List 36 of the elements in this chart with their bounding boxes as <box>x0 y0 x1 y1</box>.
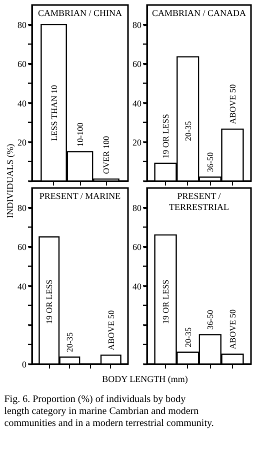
y-tick-label: 40 <box>18 98 27 108</box>
x-tick-label: 36-50 <box>205 310 216 330</box>
y-tick-label: 60 <box>18 242 27 252</box>
x-tick-label: 19 OR LESS <box>44 279 54 324</box>
x-tick-label: ABOVE 50 <box>227 309 238 350</box>
chart-title: CAMBRIAN / CANADA <box>152 8 246 18</box>
x-tick-label: 19 OR LESS <box>160 114 171 158</box>
y-tick-label: 40 <box>18 281 27 292</box>
x-tick-label: 19 OR LESS <box>160 279 171 324</box>
y-tick-label: 80 <box>18 20 27 30</box>
y-tick-label: 40 <box>132 281 142 292</box>
y-tick-label: 40 <box>132 98 142 108</box>
x-tick-label: LESS THAN 10 <box>48 84 59 141</box>
chart-title: PRESENT / MARINE <box>39 191 122 201</box>
x-tick-label: 20-35 <box>182 121 193 141</box>
y-tick-label: 0 <box>22 360 27 370</box>
y-tick-label: 20 <box>18 137 27 148</box>
text: PRESENT / TERRESTRIAL <box>169 191 229 212</box>
caption: Fig. 6. Proportion (%) of individuals by body length category in marine Cambrian and modern communities and in a modern terrestrial community. <box>4 394 214 429</box>
x-tick-label: 20-35 <box>64 332 75 352</box>
x-tick-label: 36-50 <box>205 152 216 172</box>
y-tick-label: 80 <box>18 203 27 214</box>
y-tick-label: 60 <box>132 59 142 70</box>
x-tick-label: ABOVE 50 <box>106 310 116 350</box>
y-tick-label: 20 <box>132 137 142 148</box>
chart-title: CAMBRIAN / CHINA <box>38 8 122 18</box>
y-tick-label: 60 <box>18 59 27 70</box>
x-tick-label: OVER 100 <box>101 136 112 174</box>
y-tick-label: 60 <box>132 242 142 252</box>
x-tick-label: ABOVE 50 <box>227 84 238 124</box>
y-tick-label: 80 <box>132 20 142 30</box>
x-tick-label: 10-100 <box>75 122 85 147</box>
y-axis-title: INDIVIDUALS (%) <box>5 144 15 218</box>
x-tick-label: 20-35 <box>182 327 193 348</box>
y-tick-label: 80 <box>132 203 142 214</box>
x-axis-title: BODY LENGTH (mm) <box>102 374 188 384</box>
